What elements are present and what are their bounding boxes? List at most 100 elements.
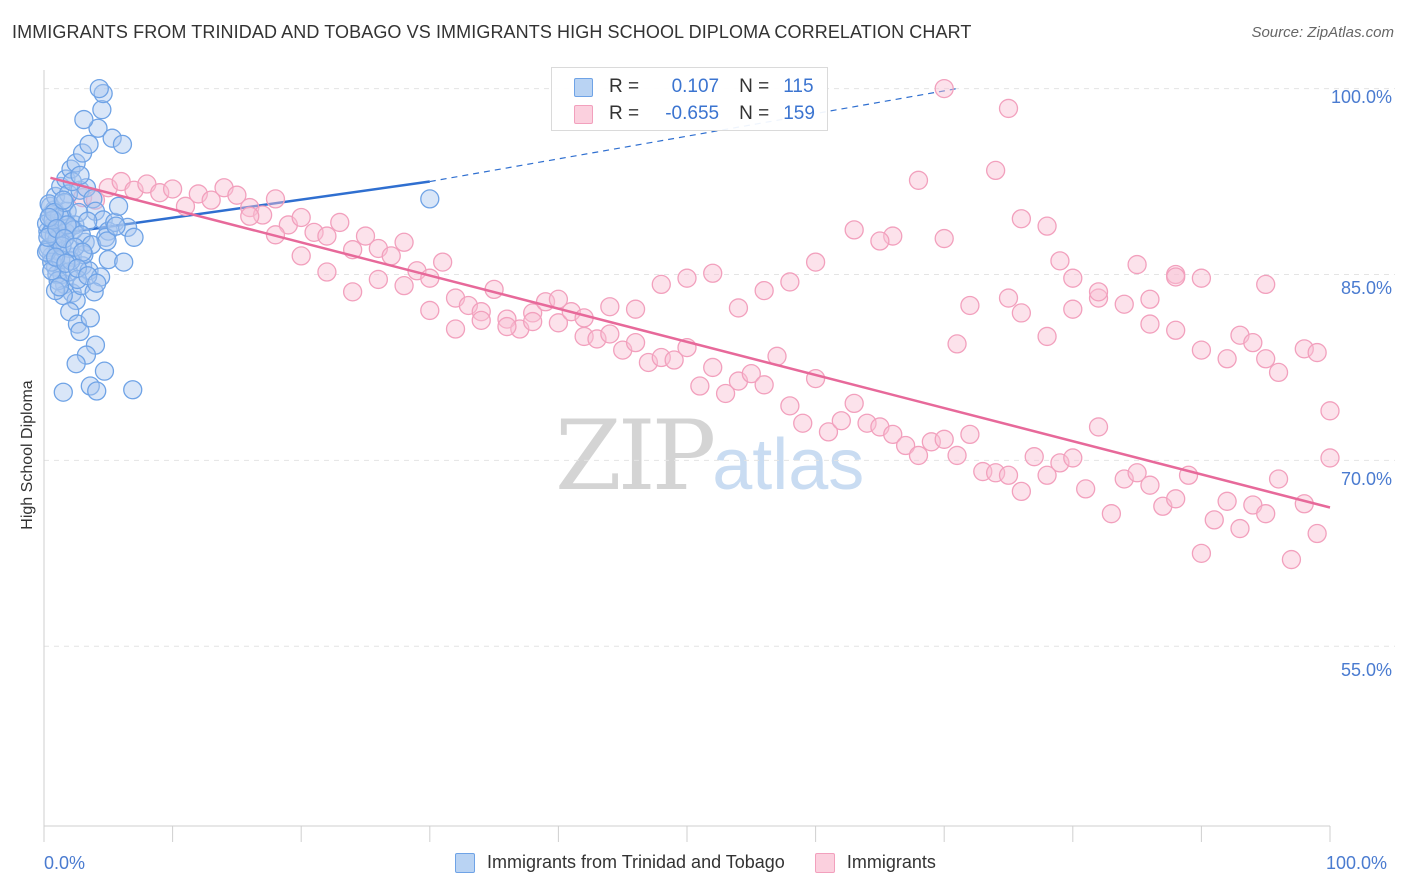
point-trinidad <box>67 269 88 290</box>
point-immigrants <box>1088 288 1109 308</box>
point-immigrants <box>523 311 543 332</box>
point-immigrants <box>381 246 401 266</box>
point-immigrants <box>998 98 1019 119</box>
point-trinidad <box>79 134 99 155</box>
point-immigrants <box>1127 254 1147 275</box>
point-trinidad <box>106 216 126 236</box>
point-immigrants <box>342 282 363 302</box>
point-immigrants <box>317 226 337 246</box>
point-trinidad <box>67 258 88 278</box>
series-legend: Immigrants from Trinidad and Tobago Immi… <box>455 852 936 873</box>
point-trinidad <box>66 153 86 173</box>
point-immigrants <box>677 268 697 288</box>
legend-r-label: R = <box>609 103 640 124</box>
point-immigrants <box>1011 209 1032 229</box>
point-trinidad <box>72 242 93 262</box>
point-immigrants <box>445 319 466 339</box>
point-immigrants <box>291 207 311 228</box>
trend-lines-blue <box>50 87 958 237</box>
point-immigrants <box>1281 549 1302 570</box>
point-immigrants <box>1217 491 1237 511</box>
point-immigrants <box>240 206 260 226</box>
point-immigrants <box>1256 349 1276 369</box>
y-axis-label: High School Diploma <box>19 380 36 530</box>
point-immigrants <box>690 376 710 396</box>
watermark-zip: ZIP <box>555 400 716 512</box>
point-immigrants <box>227 185 247 205</box>
point-trinidad <box>53 382 73 402</box>
point-immigrants <box>947 334 967 354</box>
point-trinidad <box>87 381 107 401</box>
point-immigrants <box>1268 469 1289 489</box>
legend-swatch-immigrants <box>814 852 835 873</box>
point-immigrants <box>1256 274 1276 295</box>
point-immigrants <box>844 393 864 414</box>
point-immigrants <box>1037 465 1057 485</box>
legend-r-label: R = <box>609 76 640 97</box>
point-immigrants <box>908 445 929 466</box>
point-trinidad <box>49 277 70 297</box>
x-tick-right: 100.0% <box>1326 853 1388 873</box>
point-immigrants <box>780 272 800 292</box>
point-immigrants <box>1268 362 1289 383</box>
point-immigrants <box>1088 417 1109 437</box>
point-immigrants <box>1243 333 1263 353</box>
point-immigrants <box>805 252 826 272</box>
point-immigrants <box>883 424 903 445</box>
point-immigrants <box>471 310 491 330</box>
point-immigrants <box>433 252 453 272</box>
point-immigrants <box>1191 268 1212 288</box>
trend-lines-pink <box>50 176 1331 509</box>
point-immigrants <box>497 309 517 329</box>
point-immigrants <box>1063 299 1083 319</box>
point-immigrants <box>355 226 376 246</box>
point-trinidad <box>80 308 100 328</box>
point-immigrants <box>548 289 569 309</box>
point-trinidad <box>108 196 129 216</box>
point-immigrants <box>1230 518 1250 539</box>
point-immigrants <box>1166 489 1186 509</box>
point-immigrants <box>1063 448 1083 468</box>
legend-label-immigrants: Immigrants <box>846 852 936 872</box>
point-immigrants <box>1307 342 1327 363</box>
legend-r-value: 0.107 <box>671 76 720 97</box>
point-trinidad <box>70 165 90 185</box>
chart-title: IMMIGRANTS FROM TRINIDAD AND TOBAGO VS I… <box>12 22 972 42</box>
y-tick-100: 100.0% <box>1330 87 1392 107</box>
point-immigrants <box>664 350 684 370</box>
point-immigrants <box>703 357 723 378</box>
zipatlas-watermark: ZIPatlas <box>555 400 864 512</box>
watermark-atlas: atlas <box>712 425 865 505</box>
source-label: Source: ZipAtlas.com <box>1251 24 1394 41</box>
point-immigrants <box>1204 510 1224 530</box>
point-trinidad <box>102 128 122 148</box>
y-tick-85: 85.0% <box>1340 278 1392 298</box>
point-immigrants <box>625 333 646 353</box>
point-trinidad <box>87 273 107 293</box>
y-tick-55: 55.0% <box>1340 660 1392 680</box>
point-immigrants <box>1114 294 1134 314</box>
point-trinidad <box>114 252 134 272</box>
point-immigrants <box>420 300 440 321</box>
point-immigrants <box>844 220 864 240</box>
y-tick-70: 70.0% <box>1340 469 1392 489</box>
point-immigrants <box>651 274 671 295</box>
point-trinidad <box>94 361 115 381</box>
point-immigrants <box>715 383 736 404</box>
legend-swatch-pink <box>574 104 593 124</box>
point-immigrants <box>1166 267 1186 287</box>
point-immigrants <box>818 422 839 442</box>
legend-n-value: 159 <box>783 103 815 124</box>
point-immigrants <box>934 429 954 449</box>
point-trinidad <box>97 231 117 251</box>
point-immigrants <box>394 232 414 252</box>
point-trinidad <box>124 227 144 247</box>
legend-n-value: 115 <box>783 76 814 97</box>
legend-label-trinidad: Immigrants from Trinidad and Tobago <box>487 852 785 872</box>
point-immigrants <box>754 375 774 395</box>
point-trinidad <box>112 134 133 155</box>
point-immigrants <box>625 299 646 319</box>
point-immigrants <box>960 295 980 316</box>
point-immigrants <box>831 411 851 431</box>
point-trinidad <box>98 249 118 270</box>
